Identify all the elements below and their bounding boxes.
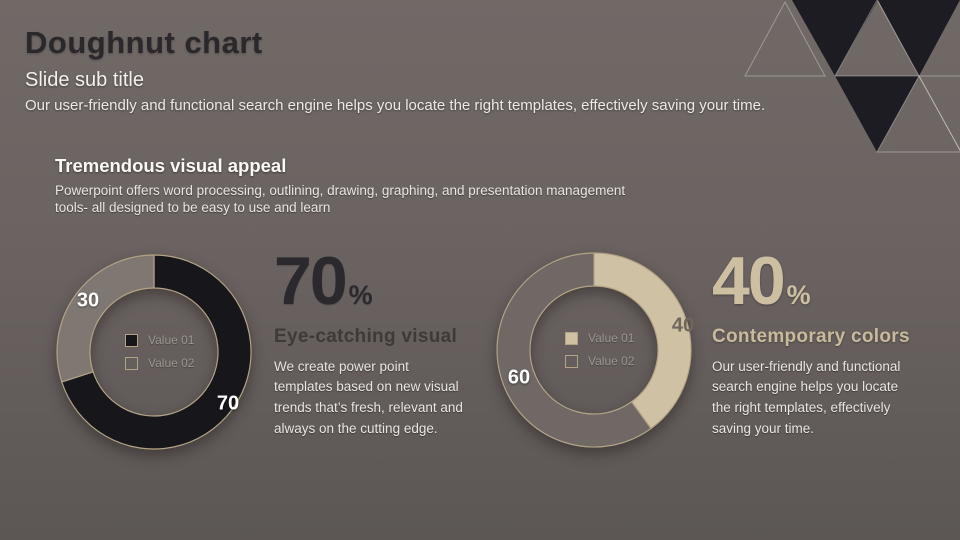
left-stat-column: 70% Eye-catching visual We create power … [274, 247, 479, 440]
stat-number-value: 70 [274, 243, 348, 319]
intro-body: Powerpoint offers word processing, outli… [55, 183, 626, 215]
right-slice-value02 [496, 252, 652, 448]
header: Doughnut chart Slide sub title Our user-… [25, 25, 766, 115]
left-chart-legend: Value 01 Value 02 [125, 333, 194, 370]
segment-label-40: 40 [671, 314, 695, 337]
legend-swatch-value02 [565, 354, 578, 368]
dark-triangle [835, 76, 919, 152]
right-stat-body: Our user-friendly and functional search … [712, 358, 901, 437]
left-slice-value02 [56, 254, 155, 383]
left-doughnut-chart: 30 70 Value 01 Value 02 [44, 242, 264, 462]
slide-description: Our user-friendly and functional search … [25, 97, 766, 115]
legend-label-value02: Value 02 [148, 356, 195, 370]
percent-sign: % [786, 280, 811, 310]
left-doughnut-svg [56, 254, 252, 450]
stat-number-value: 40 [712, 243, 786, 319]
right-doughnut-svg [496, 252, 692, 448]
legend-swatch-value02 [125, 356, 138, 370]
right-slice-value01 [593, 252, 692, 430]
page-title: Doughnut chart [25, 25, 263, 60]
left-stat-heading: Eye-catching visual [274, 325, 458, 347]
right-chart-legend: Value 01 Value 02 [565, 331, 634, 368]
legend-row: Value 01 [125, 333, 194, 347]
intro-section: Tremendous visual appeal Powerpoint offe… [55, 155, 625, 216]
segment-label-30: 30 [76, 289, 100, 312]
legend-label-value02: Value 02 [588, 354, 635, 368]
legend-swatch-value01 [565, 331, 578, 345]
left-stat-number: 70% [274, 247, 479, 315]
dark-triangle [792, 0, 878, 76]
legend-label-value01: Value 01 [148, 333, 195, 347]
segment-label-60: 60 [507, 366, 531, 389]
legend-row: Value 01 [565, 331, 634, 345]
triangle-decoration [744, 0, 960, 153]
right-stat-number: 40% [712, 247, 917, 315]
right-doughnut-chart: 40 60 Value 01 Value 02 [484, 240, 704, 460]
percent-sign: % [348, 280, 373, 310]
legend-row: Value 02 [565, 354, 634, 368]
segment-label-70: 70 [216, 392, 240, 415]
dark-triangle [878, 0, 960, 76]
outline-triangle [918, 75, 960, 152]
legend-row: Value 02 [125, 356, 194, 370]
outline-triangle [876, 74, 960, 153]
legend-label-value01: Value 01 [588, 331, 635, 345]
right-stat-column: 40% Contemporary colors Our user-friendl… [712, 247, 917, 440]
outline-triangle [744, 0, 826, 77]
intro-heading: Tremendous visual appeal [55, 155, 287, 176]
left-stat-body: We create power point templates based on… [274, 358, 463, 437]
legend-swatch-value01 [125, 333, 138, 347]
slide-subtitle: Slide sub title [25, 69, 144, 92]
outline-triangle [834, 0, 920, 77]
left-slice-value01 [61, 254, 252, 450]
right-stat-heading: Contemporary colors [712, 325, 910, 347]
